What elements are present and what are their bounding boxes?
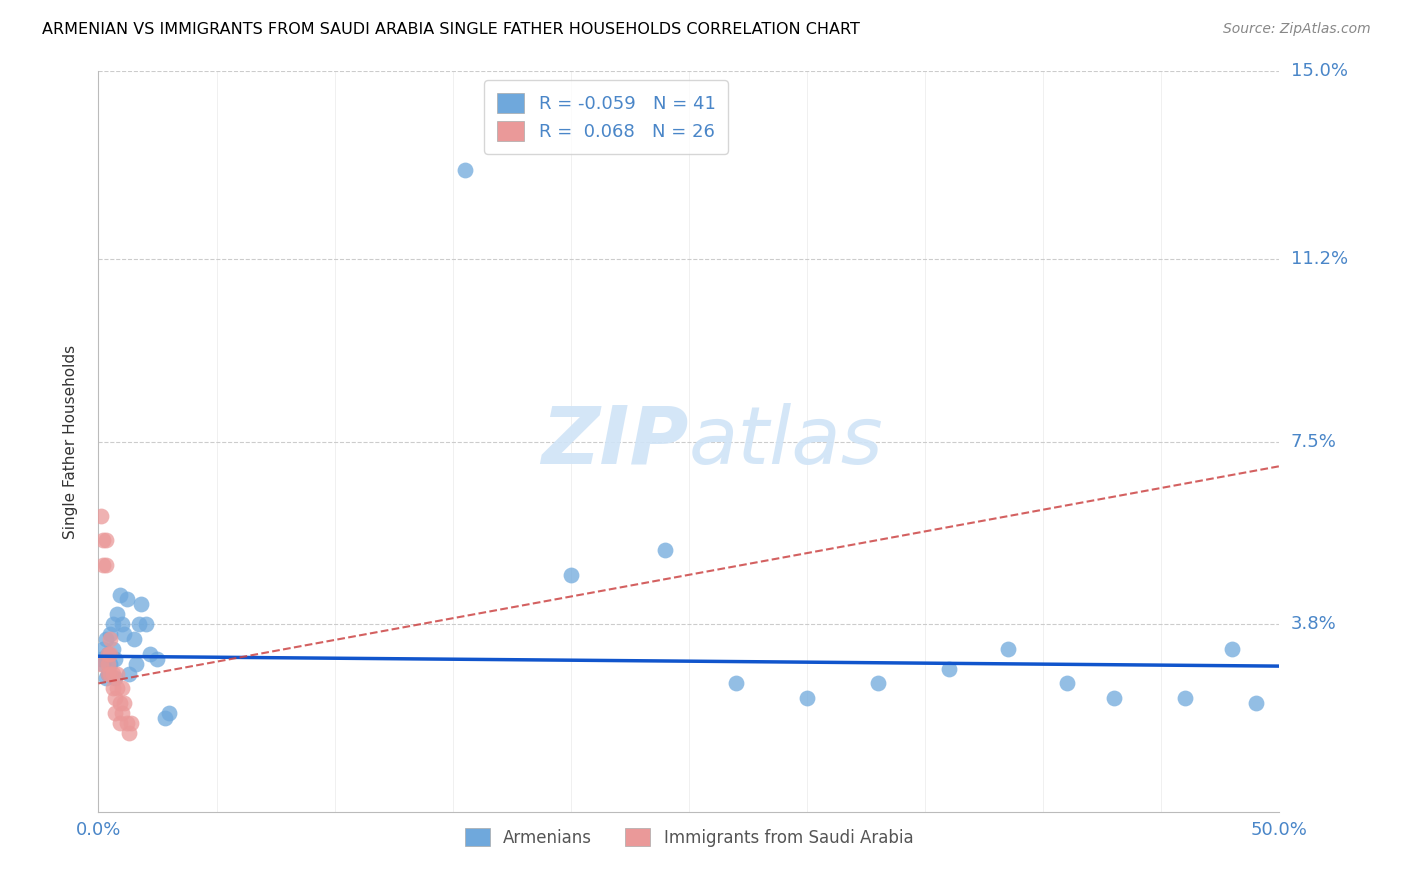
Point xyxy=(101,666,124,681)
Point xyxy=(97,657,120,671)
Point xyxy=(94,558,117,572)
Point xyxy=(111,681,134,696)
Point xyxy=(90,651,112,665)
Point xyxy=(97,666,120,681)
Point xyxy=(91,657,114,671)
Text: Source: ZipAtlas.com: Source: ZipAtlas.com xyxy=(1223,22,1371,37)
Point xyxy=(725,676,748,690)
Point xyxy=(90,657,112,671)
Point xyxy=(104,706,127,720)
Text: 11.2%: 11.2% xyxy=(1291,250,1348,268)
Point xyxy=(560,567,582,582)
Y-axis label: Single Father Households: Single Father Households xyxy=(63,344,77,539)
Point xyxy=(125,657,148,671)
Point xyxy=(139,647,162,661)
Text: 7.5%: 7.5% xyxy=(1291,433,1337,450)
Point xyxy=(111,617,134,632)
Point xyxy=(97,666,120,681)
Point xyxy=(997,641,1019,656)
Text: 15.0%: 15.0% xyxy=(1291,62,1347,80)
Point xyxy=(108,696,131,710)
Point xyxy=(654,543,676,558)
Point xyxy=(101,617,124,632)
Point xyxy=(90,508,112,523)
Point xyxy=(105,681,128,696)
Point xyxy=(153,711,176,725)
Point xyxy=(938,662,960,676)
Point xyxy=(453,163,475,178)
Point xyxy=(1220,641,1243,656)
Point xyxy=(121,715,143,730)
Point xyxy=(91,641,114,656)
Point xyxy=(101,681,124,696)
Point xyxy=(104,651,127,665)
Point xyxy=(94,672,117,686)
Point xyxy=(115,715,138,730)
Point xyxy=(98,666,121,681)
Text: 3.8%: 3.8% xyxy=(1291,615,1336,633)
Point xyxy=(91,558,114,572)
Point xyxy=(118,725,141,739)
Point xyxy=(98,657,121,671)
Point xyxy=(101,641,124,656)
Point xyxy=(94,533,117,548)
Point xyxy=(97,647,120,661)
Point xyxy=(157,706,180,720)
Point xyxy=(94,632,117,646)
Point xyxy=(866,676,889,690)
Point xyxy=(1244,696,1267,710)
Point xyxy=(118,666,141,681)
Point xyxy=(97,647,120,661)
Point xyxy=(135,617,157,632)
Point xyxy=(105,607,128,622)
Point xyxy=(112,627,135,641)
Point xyxy=(1102,691,1125,706)
Point xyxy=(104,691,127,706)
Point xyxy=(91,533,114,548)
Text: atlas: atlas xyxy=(689,402,884,481)
Point xyxy=(1174,691,1197,706)
Point xyxy=(98,627,121,641)
Point xyxy=(115,592,138,607)
Point xyxy=(128,617,150,632)
Text: ZIP: ZIP xyxy=(541,402,689,481)
Legend: Armenians, Immigrants from Saudi Arabia: Armenians, Immigrants from Saudi Arabia xyxy=(457,820,921,855)
Point xyxy=(111,706,134,720)
Point xyxy=(108,715,131,730)
Point xyxy=(1056,676,1078,690)
Point xyxy=(146,651,169,665)
Point xyxy=(122,632,145,646)
Point xyxy=(108,588,131,602)
Point xyxy=(104,672,127,686)
Point xyxy=(796,691,818,706)
Text: ARMENIAN VS IMMIGRANTS FROM SAUDI ARABIA SINGLE FATHER HOUSEHOLDS CORRELATION CH: ARMENIAN VS IMMIGRANTS FROM SAUDI ARABIA… xyxy=(42,22,860,37)
Point xyxy=(112,696,135,710)
Point xyxy=(105,666,128,681)
Point xyxy=(98,647,121,661)
Point xyxy=(129,598,152,612)
Point xyxy=(98,632,121,646)
